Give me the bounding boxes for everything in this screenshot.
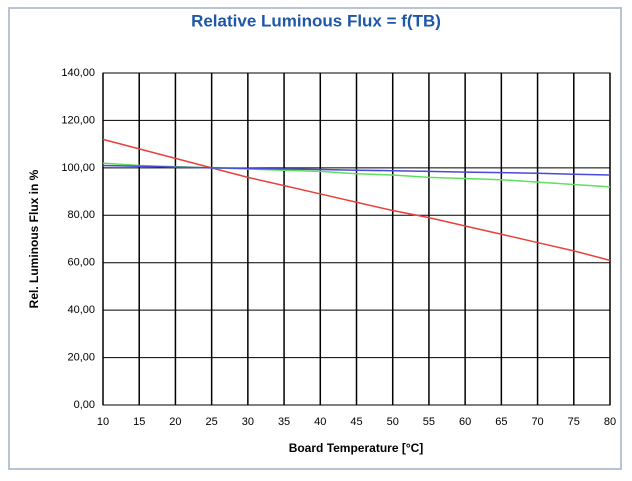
y-tick-label: 80,00 bbox=[67, 209, 95, 221]
x-tick-label: 10 bbox=[97, 416, 109, 428]
x-tick-label: 50 bbox=[387, 416, 399, 428]
series-line bbox=[102, 138, 611, 262]
x-tick-label: 65 bbox=[495, 416, 507, 428]
x-tick-label: 40 bbox=[314, 416, 326, 428]
y-tick-label: 120,00 bbox=[61, 114, 95, 126]
x-tick-label: 70 bbox=[531, 416, 543, 428]
y-tick-label: 140,00 bbox=[61, 67, 95, 79]
y-tick-label: 40,00 bbox=[67, 304, 95, 316]
y-axis-title: Rel. Luminous Flux in % bbox=[27, 169, 41, 308]
series-line bbox=[102, 164, 611, 176]
chart-title: Relative Luminous Flux = f(TB) bbox=[191, 11, 441, 30]
x-axis-title: Board Temperature [°C] bbox=[289, 441, 424, 455]
x-tick-label: 15 bbox=[133, 416, 145, 428]
x-tick-label: 75 bbox=[568, 416, 580, 428]
x-tick-label: 30 bbox=[242, 416, 254, 428]
plot-border bbox=[102, 72, 611, 406]
chart-frame bbox=[8, 7, 622, 470]
x-tick-label: 55 bbox=[423, 416, 435, 428]
y-tick-label: 20,00 bbox=[67, 351, 95, 363]
x-tick-label: 20 bbox=[169, 416, 181, 428]
x-tick-label: 60 bbox=[459, 416, 471, 428]
y-tick-label: 0,00 bbox=[74, 399, 95, 411]
y-tick-label: 60,00 bbox=[67, 257, 95, 269]
x-tick-label: 45 bbox=[350, 416, 362, 428]
x-tick-label: 35 bbox=[278, 416, 290, 428]
y-tick-label: 100,00 bbox=[61, 162, 95, 174]
x-tick-label: 80 bbox=[604, 416, 616, 428]
x-tick-label: 25 bbox=[206, 416, 218, 428]
